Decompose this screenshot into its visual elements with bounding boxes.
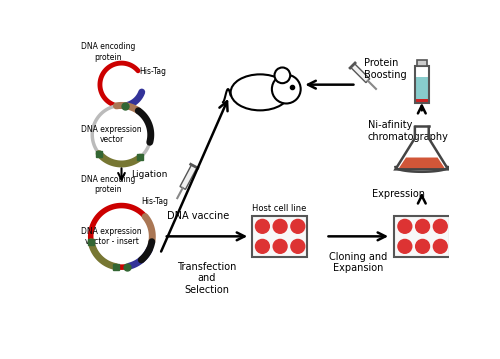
Polygon shape [180,165,197,190]
Circle shape [272,75,300,103]
Circle shape [291,239,305,253]
Text: Host cell line: Host cell line [252,204,306,213]
Circle shape [416,239,430,253]
Circle shape [256,239,270,253]
Circle shape [274,67,290,83]
FancyBboxPatch shape [252,215,307,257]
Circle shape [434,219,447,233]
Bar [416,60,427,66]
Text: Expression: Expression [372,189,425,199]
Text: Ligation: Ligation [132,170,168,179]
Text: DNA expression
vector - insert: DNA expression vector - insert [81,227,142,246]
Text: DNA encoding
protein: DNA encoding protein [81,42,136,61]
Circle shape [273,219,287,233]
Circle shape [434,239,447,253]
Circle shape [416,219,430,233]
Circle shape [398,219,412,233]
FancyBboxPatch shape [415,77,428,103]
FancyBboxPatch shape [394,215,450,257]
Text: Ni-afinity
chromatography: Ni-afinity chromatography [368,120,449,142]
Bar [415,99,428,103]
Text: DNA expression
vector: DNA expression vector [81,125,142,144]
Circle shape [398,239,412,253]
Text: His-Tag: His-Tag [141,197,168,206]
Circle shape [273,239,287,253]
Circle shape [291,219,305,233]
Text: Cloning and
Expansion: Cloning and Expansion [329,252,387,273]
Text: His-Tag: His-Tag [139,67,166,76]
Circle shape [256,219,270,233]
Ellipse shape [230,74,290,110]
Text: Protein
Boosting: Protein Boosting [364,59,406,80]
Text: DNA encoding
protein: DNA encoding protein [81,174,136,194]
Polygon shape [350,64,370,83]
Text: Transfection
and
Selection: Transfection and Selection [178,262,236,295]
Polygon shape [398,158,446,169]
Text: DNA vaccine: DNA vaccine [168,211,230,222]
